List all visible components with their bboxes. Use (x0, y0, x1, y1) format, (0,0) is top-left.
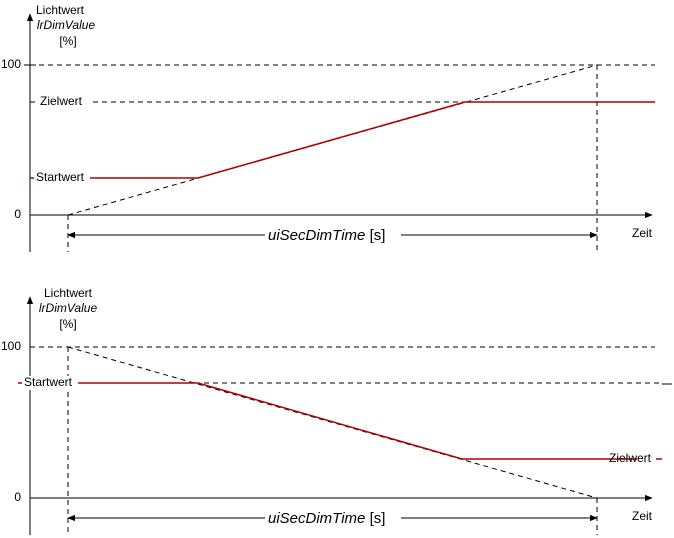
x-axis-label: Zeit (632, 226, 653, 240)
label-bg (34, 171, 90, 185)
light-value-curve (30, 101, 655, 179)
start-label: Startwert (36, 170, 85, 184)
x-axis-label: Zeit (632, 509, 653, 523)
dim-up-diagram: Lichtwert lrDimValue [%] 100 0 Zielwert … (1, 3, 655, 252)
y-axis-unit: [%] (59, 34, 76, 48)
y-axis-label: Lichtwert (36, 3, 85, 17)
y-axis-label: Lichtwert (44, 286, 93, 300)
label-bg (22, 376, 78, 390)
label-bg (265, 510, 401, 526)
dim-down-diagram: Lichtwert lrDimValue [%] 100 0 Startwert… (1, 286, 672, 535)
duration: uiSecDimTime [s] (268, 227, 385, 244)
level-max: 100 (1, 57, 21, 71)
start-label: Startwert (24, 375, 73, 389)
level-max: 100 (1, 339, 21, 353)
level-zero: 0 (14, 207, 21, 221)
target-label: Zielwert (40, 94, 83, 108)
label-bg (37, 95, 89, 109)
label-bg (265, 227, 401, 243)
ramp-line (67, 346, 598, 499)
y-axis-variable: lrDimValue (39, 301, 98, 315)
duration: uiSecDimTime [s] (268, 510, 385, 527)
y-axis-variable: lrDimValue (37, 18, 96, 32)
level-zero: 0 (14, 490, 21, 504)
y-axis-unit: [%] (59, 317, 76, 331)
light-value-curve (78, 382, 637, 460)
target-label: Zielwert (609, 451, 652, 465)
